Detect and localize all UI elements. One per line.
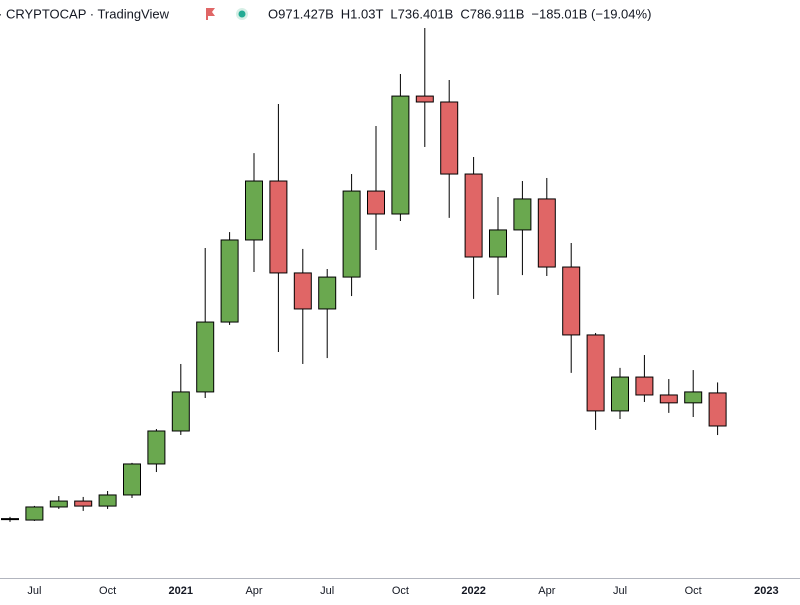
candle-body (513, 198, 532, 231)
x-tick-label: Apr (538, 585, 555, 597)
candle-body (562, 266, 581, 336)
ohlc-value: −185.01B (−19.04%) (531, 6, 651, 21)
chart-title: · CRYPTOCAP · TradingView (0, 6, 170, 21)
candle-body (367, 190, 385, 215)
x-tick-label: 2023 (754, 585, 778, 597)
candle-body (196, 321, 215, 393)
candle-body (245, 180, 263, 241)
candle-body (318, 276, 337, 310)
candle-body (342, 190, 361, 278)
candle-body (171, 391, 190, 432)
x-tick-label: 2022 (461, 585, 485, 597)
ohlc-value: C786.911B (460, 6, 524, 21)
ohlc-value: O971.427B (268, 6, 334, 21)
candle-body (659, 394, 678, 404)
x-tick-label: 2021 (169, 585, 193, 597)
candle-body (611, 376, 629, 412)
candle-body (269, 180, 288, 274)
candle-body (220, 239, 239, 323)
ohlc-legend: O971.427B H1.03T L736.401B C786.911B −185.01… (268, 6, 651, 21)
x-tick-label: Jul (320, 585, 334, 597)
candle-body (147, 430, 166, 465)
ohlc-value: H1.03T (341, 6, 384, 21)
candle-body (537, 198, 556, 268)
flag-icon[interactable] (206, 8, 215, 20)
candle-body (391, 95, 410, 215)
candle-body (489, 229, 507, 258)
candle-body (708, 392, 727, 427)
x-tick-label: Apr (245, 585, 262, 597)
candle-body (49, 500, 68, 508)
x-tick-label: Oct (99, 585, 116, 597)
x-tick-label: Oct (685, 585, 702, 597)
candle-body (1, 518, 19, 521)
candle-body (123, 463, 141, 496)
candle-body (440, 101, 459, 175)
candle-body (25, 506, 44, 521)
x-tick-label: Oct (392, 585, 409, 597)
candle-body (415, 95, 434, 103)
candle-body (98, 494, 117, 507)
status-dot (238, 10, 246, 18)
candle-body (74, 500, 93, 507)
candle-body (635, 376, 654, 396)
ohlc-value: L736.401B (390, 6, 453, 21)
x-tick-label: Jul (613, 585, 627, 597)
candle-body (293, 272, 312, 310)
candle-body (684, 391, 703, 404)
candle-body (586, 334, 605, 412)
x-tick-label: Jul (27, 585, 41, 597)
candle-body (464, 173, 483, 258)
